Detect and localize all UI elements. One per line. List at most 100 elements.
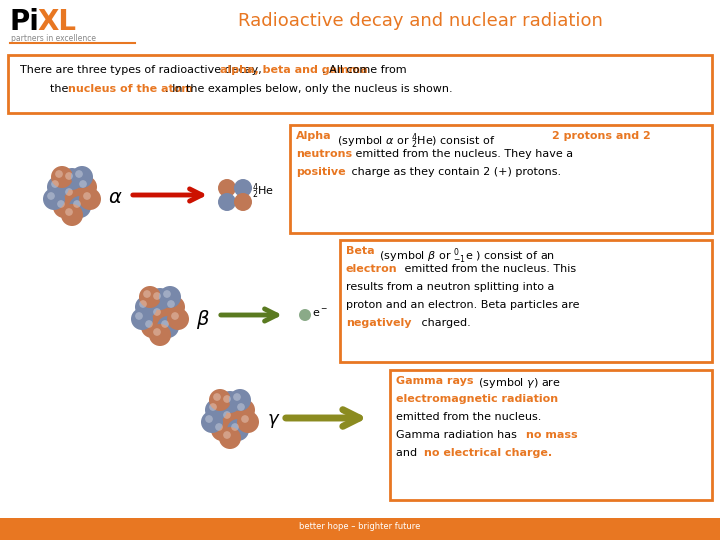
- Circle shape: [234, 179, 252, 197]
- Text: 2 protons and 2: 2 protons and 2: [552, 131, 651, 141]
- Circle shape: [157, 316, 179, 338]
- Text: charged.: charged.: [418, 318, 471, 328]
- Circle shape: [75, 176, 97, 198]
- FancyBboxPatch shape: [340, 240, 712, 362]
- Circle shape: [55, 170, 63, 178]
- Text: electromagnetic radiation: electromagnetic radiation: [396, 394, 558, 404]
- Circle shape: [218, 179, 236, 197]
- Text: (symbol $\alpha$ or $^4_2$He) consist of: (symbol $\alpha$ or $^4_2$He) consist of: [334, 131, 495, 151]
- Circle shape: [79, 180, 87, 188]
- Circle shape: [167, 300, 175, 308]
- Circle shape: [131, 308, 153, 330]
- Text: alpha, beta and gamma: alpha, beta and gamma: [220, 65, 368, 75]
- Circle shape: [43, 188, 65, 210]
- Text: Pi: Pi: [10, 8, 40, 36]
- Text: $\alpha$: $\alpha$: [108, 188, 122, 207]
- Circle shape: [145, 320, 153, 328]
- Circle shape: [79, 188, 101, 210]
- FancyBboxPatch shape: [8, 55, 712, 113]
- Circle shape: [161, 320, 169, 328]
- Text: Gamma radiation has: Gamma radiation has: [396, 430, 521, 440]
- Circle shape: [219, 427, 241, 449]
- Circle shape: [83, 192, 91, 200]
- Circle shape: [141, 316, 163, 338]
- Bar: [0, 518, 720, 540]
- Circle shape: [53, 196, 75, 218]
- Circle shape: [237, 403, 245, 411]
- Circle shape: [215, 423, 223, 431]
- Text: Gamma rays: Gamma rays: [396, 376, 474, 386]
- Circle shape: [75, 170, 83, 178]
- Text: . All come from: . All come from: [322, 65, 407, 75]
- Text: proton and an electron. Beta particles are: proton and an electron. Beta particles a…: [346, 300, 580, 310]
- Circle shape: [205, 415, 213, 423]
- Text: Beta: Beta: [346, 246, 374, 256]
- Circle shape: [201, 411, 223, 433]
- Text: positive: positive: [296, 167, 346, 177]
- Circle shape: [139, 286, 161, 308]
- Text: XL: XL: [37, 8, 76, 36]
- Circle shape: [223, 411, 231, 419]
- Text: neutrons: neutrons: [296, 149, 352, 159]
- Circle shape: [51, 166, 73, 188]
- Circle shape: [167, 308, 189, 330]
- Circle shape: [65, 208, 73, 216]
- Text: emitted from the nucleus. They have a: emitted from the nucleus. They have a: [352, 149, 573, 159]
- Text: (symbol $\gamma$) are: (symbol $\gamma$) are: [475, 376, 561, 390]
- Text: emitted from the nucleus.: emitted from the nucleus.: [396, 412, 541, 422]
- Circle shape: [205, 399, 227, 421]
- Circle shape: [153, 328, 161, 336]
- Circle shape: [219, 407, 241, 429]
- Circle shape: [135, 312, 143, 320]
- Text: negatively: negatively: [346, 318, 412, 328]
- Circle shape: [149, 304, 171, 326]
- Circle shape: [135, 296, 157, 318]
- Text: charge as they contain 2 (+) protons.: charge as they contain 2 (+) protons.: [348, 167, 561, 177]
- Circle shape: [299, 309, 311, 321]
- Circle shape: [65, 172, 73, 180]
- Circle shape: [149, 324, 171, 346]
- Circle shape: [237, 411, 259, 433]
- FancyBboxPatch shape: [290, 125, 712, 233]
- Circle shape: [227, 419, 249, 441]
- Circle shape: [159, 286, 181, 308]
- Circle shape: [163, 296, 185, 318]
- Text: and: and: [396, 448, 420, 458]
- Circle shape: [241, 415, 249, 423]
- Text: the: the: [50, 84, 72, 94]
- Text: Alpha: Alpha: [296, 131, 332, 141]
- Circle shape: [233, 393, 241, 401]
- Circle shape: [213, 393, 221, 401]
- Circle shape: [211, 419, 233, 441]
- Circle shape: [65, 188, 73, 196]
- Text: $\gamma$: $\gamma$: [267, 412, 280, 430]
- Circle shape: [61, 168, 83, 190]
- Circle shape: [51, 180, 59, 188]
- Circle shape: [234, 193, 252, 211]
- Text: Radioactive decay and nuclear radiation: Radioactive decay and nuclear radiation: [238, 12, 603, 30]
- Circle shape: [231, 423, 239, 431]
- Circle shape: [61, 204, 83, 226]
- Text: partners in excellence: partners in excellence: [11, 34, 96, 43]
- Text: . In the examples below, only the nucleus is shown.: . In the examples below, only the nucleu…: [165, 84, 453, 94]
- Circle shape: [171, 312, 179, 320]
- Text: e$^-$: e$^-$: [312, 308, 328, 319]
- Text: emitted from the nucleus. This: emitted from the nucleus. This: [401, 264, 576, 274]
- Circle shape: [47, 176, 69, 198]
- Circle shape: [223, 431, 231, 439]
- Circle shape: [57, 200, 65, 208]
- Circle shape: [61, 184, 83, 206]
- Text: $^4_2$He: $^4_2$He: [252, 181, 274, 200]
- Text: results from a neutron splitting into a: results from a neutron splitting into a: [346, 282, 554, 292]
- Circle shape: [47, 192, 55, 200]
- Circle shape: [139, 300, 147, 308]
- Text: no electrical charge.: no electrical charge.: [424, 448, 552, 458]
- Circle shape: [233, 399, 255, 421]
- Circle shape: [73, 200, 81, 208]
- Circle shape: [153, 292, 161, 300]
- Circle shape: [218, 193, 236, 211]
- Text: electron: electron: [346, 264, 397, 274]
- FancyBboxPatch shape: [390, 370, 712, 500]
- Text: (symbol $\beta$ or $^0_{-1}$e ) consist of an: (symbol $\beta$ or $^0_{-1}$e ) consist …: [376, 246, 555, 266]
- Circle shape: [209, 389, 231, 411]
